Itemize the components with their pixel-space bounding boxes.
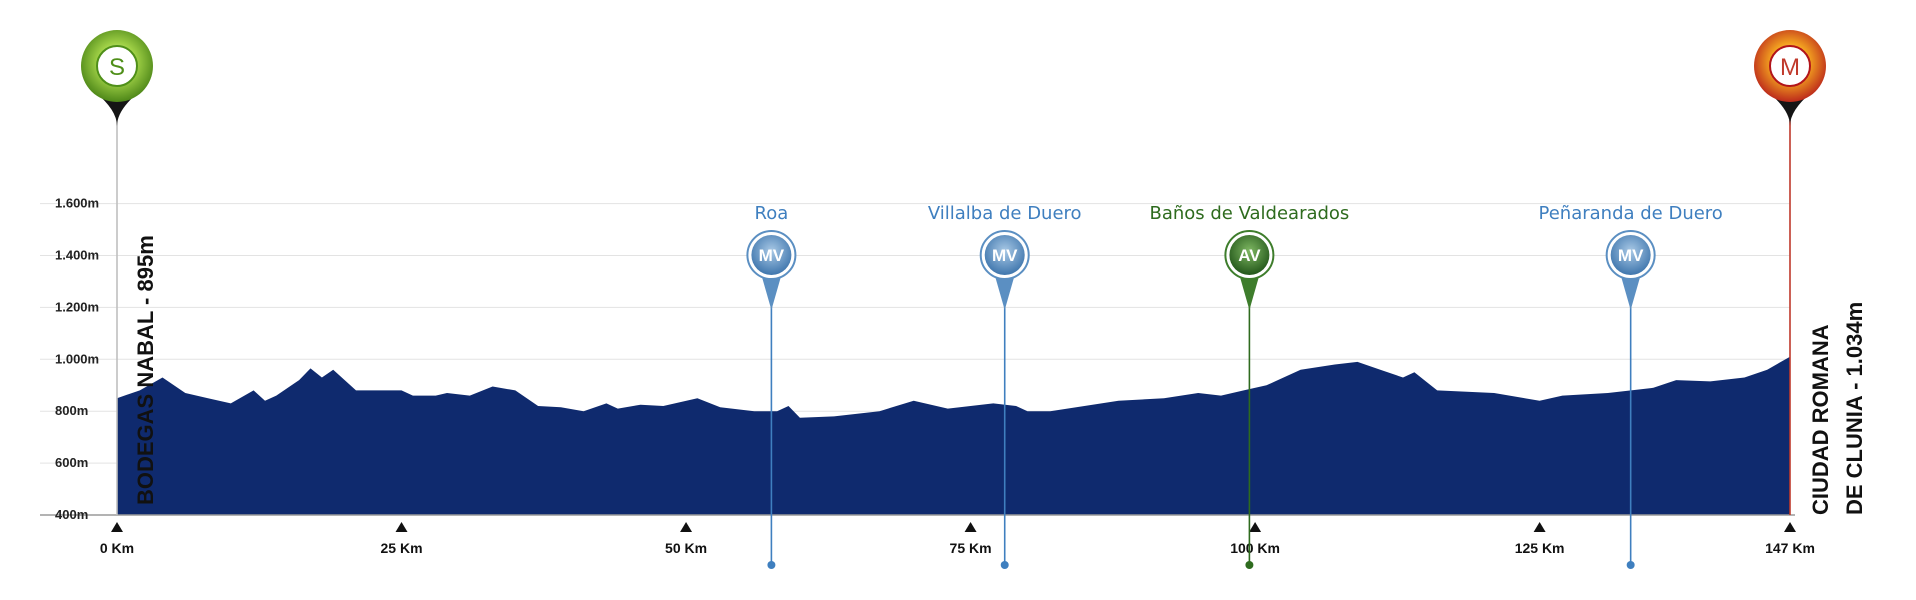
start-finish-markers: S M BODEGAS NABAL - 895m CIUDAD ROMANA DE CL… <box>81 30 1867 515</box>
x-tick-mark <box>395 522 408 532</box>
x-tick-mark <box>1533 522 1546 532</box>
marker-town-name: Baños de Valdearados <box>1149 203 1349 224</box>
climb-markers: MV Roa MV Villalba de Duero AV Baños de Valde… <box>746 203 1723 569</box>
marker-dot <box>1245 561 1254 569</box>
marker-badge <box>1610 235 1651 275</box>
marker-code: MV <box>759 246 785 265</box>
marker-code: MV <box>992 246 1018 265</box>
marker-town-name: Villalba de Duero <box>928 203 1082 224</box>
climb-marker: MV Peñaranda de Duero <box>1539 203 1723 569</box>
finish-marker-pin-letter: M <box>1780 54 1800 81</box>
y-tick-label: 1.600m <box>55 196 99 211</box>
marker-town-name: Peñaranda de Duero <box>1539 203 1723 224</box>
finish-place-name-line2: DE CLUNIA - 1.034m <box>1842 302 1867 515</box>
y-tick-label: 1.400m <box>55 248 99 263</box>
x-tick-label: 125 Km <box>1515 540 1565 556</box>
start-marker-pin-inner <box>96 45 138 87</box>
climb-marker: AV Baños de Valdearados <box>1149 203 1349 569</box>
x-tick-label: 50 Km <box>665 540 707 556</box>
finish-marker-pin-tail <box>1768 92 1812 126</box>
climb-marker: MV Roa <box>746 203 797 569</box>
marker-town-name: Roa <box>755 203 789 224</box>
x-tick-label: 100 Km <box>1230 540 1280 556</box>
marker-badge <box>984 235 1025 275</box>
elevation-area <box>117 356 1790 515</box>
marker-dot <box>1626 561 1635 569</box>
marker-badge <box>1229 235 1270 275</box>
x-tick-mark <box>680 522 693 532</box>
x-tick-label: 25 Km <box>381 540 423 556</box>
finish-marker: M <box>1754 30 1826 515</box>
elevation-fill <box>117 356 1790 515</box>
marker-badge <box>751 235 792 275</box>
y-axis-labels: 400m 600m 800m 1.000m 1.200m 1.400m 1.600m <box>55 196 99 522</box>
x-tick-mark <box>111 522 123 532</box>
marker-dot <box>1000 561 1009 569</box>
marker-code: AV <box>1238 246 1261 265</box>
x-tick-mark <box>1784 522 1796 532</box>
x-tick-label: 75 Km <box>950 540 992 556</box>
y-tick-label: 1.000m <box>55 351 99 366</box>
marker-dot <box>767 561 776 569</box>
start-marker: S <box>81 30 153 515</box>
marker-code: MV <box>1618 246 1644 265</box>
finish-place-name-line1: CIUDAD ROMANA <box>1808 324 1833 515</box>
x-tick-mark <box>964 522 977 532</box>
start-marker-pin-tail <box>95 92 139 126</box>
start-marker-pin-letter: S <box>109 54 125 81</box>
y-tick-label: 400m <box>55 507 88 522</box>
x-tick-label: 0 Km <box>100 540 134 556</box>
start-place-name: BODEGAS NABAL - 895m <box>133 235 158 505</box>
x-tick-label: 147 Km <box>1765 540 1815 556</box>
y-tick-label: 1.200m <box>55 299 99 314</box>
y-tick-label: 600m <box>55 455 88 470</box>
x-axis-labels: 0 Km 25 Km 50 Km 75 Km 100 Km 125 Km 147 Km <box>100 522 1815 556</box>
finish-marker-pin-inner <box>1769 45 1811 87</box>
y-tick-label: 800m <box>55 403 88 418</box>
climb-marker: MV Villalba de Duero <box>928 203 1082 569</box>
x-tick-mark <box>1249 522 1262 532</box>
